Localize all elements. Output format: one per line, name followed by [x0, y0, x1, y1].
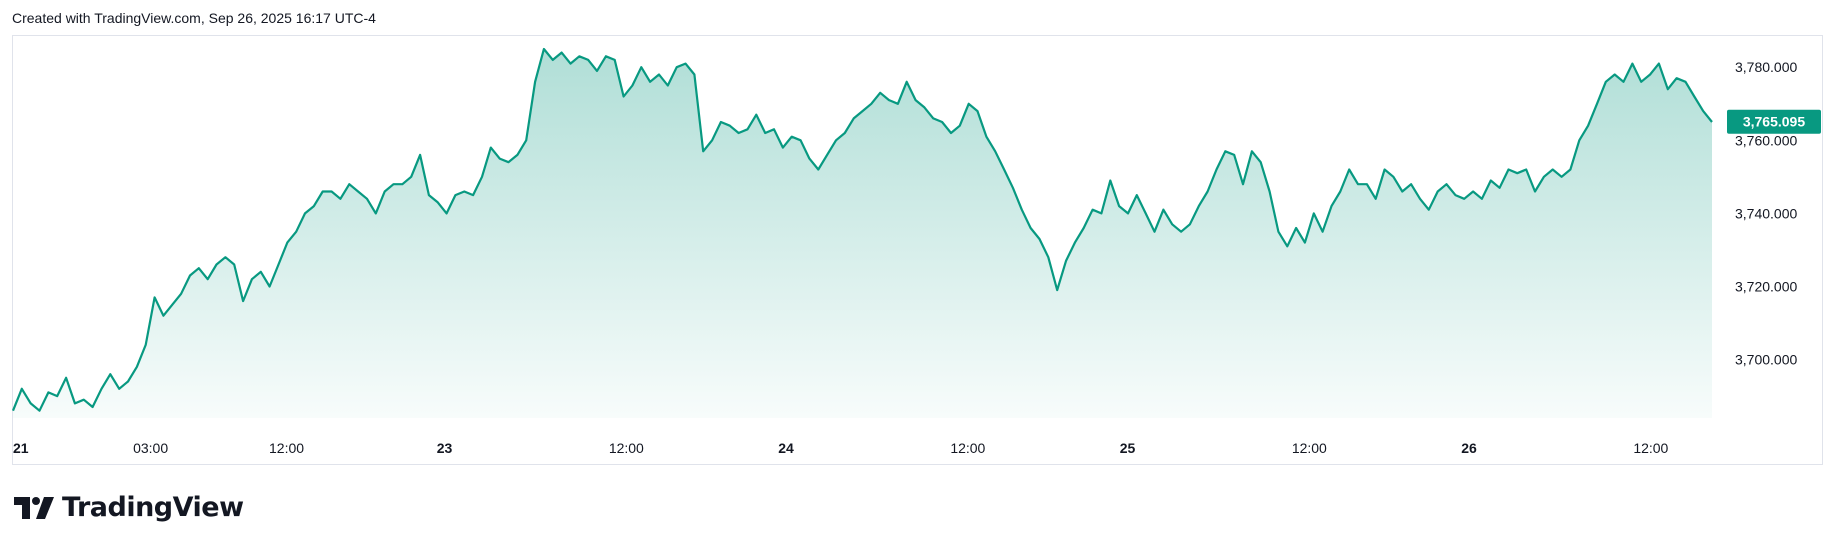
price-chart[interactable]: 3,780.000 3,760.000 3,740.000 3,720.000 3,70… — [0, 0, 1835, 470]
y-tick-label: 3,780.000 — [1735, 59, 1797, 75]
x-tick-label: 21 — [13, 440, 29, 456]
last-price-badge — [1727, 109, 1821, 134]
y-tick-label: 3,760.000 — [1735, 132, 1797, 148]
y-tick-label: 3,740.000 — [1735, 205, 1797, 221]
x-tick-label: 12:00 — [1292, 440, 1327, 456]
x-tick-label: 25 — [1120, 440, 1136, 456]
tradingview-logo-icon — [14, 496, 54, 519]
chart-frame — [12, 35, 1823, 465]
x-tick-label: 03:00 — [133, 440, 168, 456]
x-tick-label: 12:00 — [269, 440, 304, 456]
tradingview-logo-text: TradingView — [62, 492, 244, 523]
y-tick-label: 3,720.000 — [1735, 278, 1797, 294]
x-tick-label: 23 — [437, 440, 453, 456]
price-area-fill — [13, 49, 1712, 418]
x-tick-label: 24 — [778, 440, 794, 456]
chart-header: Created with TradingView.com, Sep 26, 20… — [12, 10, 376, 26]
price-line — [11, 47, 1713, 412]
y-tick-label: 3,700.000 — [1735, 352, 1797, 368]
tradingview-logo[interactable]: TradingView — [14, 492, 244, 523]
x-tick-label: 12:00 — [1633, 440, 1668, 456]
x-tick-label: 12:00 — [609, 440, 644, 456]
x-tick-label: 12:00 — [950, 440, 985, 456]
last-price-label: 3,765.095 — [1743, 114, 1805, 130]
x-tick-label: 26 — [1461, 440, 1477, 456]
